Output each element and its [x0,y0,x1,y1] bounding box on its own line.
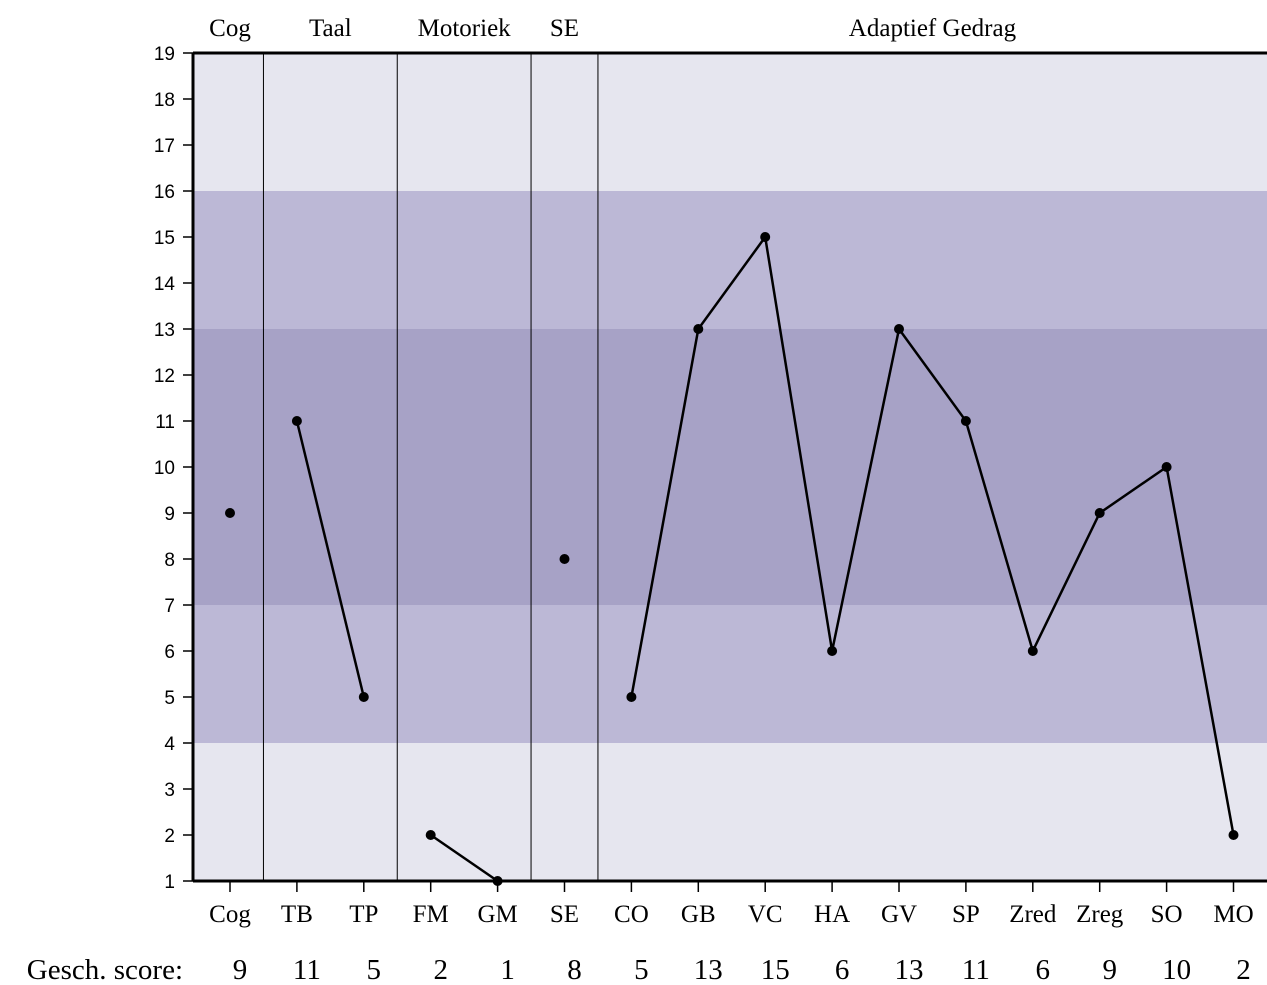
y-tick-label-14: 14 [154,274,176,295]
y-tick-label-17: 17 [154,136,175,157]
x-tick-label-GB: GB [681,901,716,928]
score-value-TP: 5 [367,954,382,985]
point-TB [291,416,302,426]
series-line-2 [429,833,499,883]
point-Cog [225,508,235,518]
score-bands [193,53,1267,881]
score-row-label: Gesch. score: [27,954,183,985]
x-tick-label-FM: FM [413,901,449,928]
y-tick-label-19: 19 [154,44,175,65]
point-GV [894,324,904,334]
band-1 [193,605,1267,743]
score-value-FM: 2 [433,954,448,985]
point-CO [626,692,637,702]
y-tick-label-8: 8 [164,550,175,571]
score-value-VC: 15 [761,954,790,985]
y-tick-label-6: 6 [164,642,175,663]
point-MO [1228,830,1239,840]
band-0 [193,743,1267,881]
y-tick-label-9: 9 [164,504,175,525]
score-value-CO: 5 [634,954,649,985]
domain-header-2: Motoriek [418,15,512,42]
band-4 [193,53,1267,191]
x-tick-label-TP: TP [349,901,378,928]
domain-headers: Cog Taal Motoriek SE Adaptief Gedrag [209,15,1016,42]
axes [183,51,1267,892]
x-tick-label-Cog: Cog [209,901,251,928]
y-tick-label-1: 1 [164,872,175,893]
y-tick-label-7: 7 [164,596,175,617]
point-HA [827,646,838,656]
score-value-HA: 6 [835,954,850,985]
score-value-GV: 13 [895,954,924,985]
x-tick-label-Zreg: Zreg [1076,901,1124,928]
point-Zreg [1094,508,1105,518]
y-tick-label-3: 3 [164,780,175,801]
x-tick-label-Zred: Zred [1009,901,1057,928]
domain-header-1: Taal [309,15,352,42]
domain-header-4: Adaptief Gedrag [849,15,1017,42]
y-tick-label-10: 10 [154,458,175,479]
y-tick-label-18: 18 [154,90,175,111]
x-tick-label-VC: VC [748,901,783,928]
band-3 [193,191,1267,329]
point-VC [760,232,771,242]
point-SO [1161,462,1172,472]
y-tick-label-16: 16 [154,182,175,203]
x-tick-label-MO: MO [1213,901,1253,928]
y-tick-label-13: 13 [154,320,175,341]
score-value-GB: 13 [694,954,723,985]
y-tick-label-11: 11 [155,412,175,433]
y-tick-label-15: 15 [154,228,175,249]
x-tick-label-TB: TB [281,901,313,928]
score-value-GM: 1 [500,954,515,985]
x-tick-label-HA: HA [814,901,850,928]
domain-header-3: SE [550,15,579,42]
x-tick-label-GV: GV [881,901,917,928]
score-value-Zreg: 9 [1102,954,1117,985]
point-Zred [1027,646,1038,656]
point-GB [693,324,704,334]
series-line-4 [630,233,1235,836]
score-row: Gesch. score: 9 11 5 2 1 8 5 13 15 6 13 11 6 9 10 2 [27,954,1251,985]
x-tick-labels: Cog TB TP FM GM SE CO GB VC HA GV SP Zred Zreg SO MO [209,901,1253,928]
y-tick-label-2: 2 [164,826,175,847]
point-FM [425,830,436,840]
x-tick-label-SO: SO [1151,901,1183,928]
y-tick-label-12: 12 [154,366,175,387]
x-tick-label-GM: GM [477,901,517,928]
x-tick-label-CO: CO [614,901,649,928]
score-value-SE: 8 [567,954,582,985]
score-value-Cog: 9 [233,954,248,985]
score-value-SP: 11 [962,954,990,985]
point-TP [358,692,369,702]
x-tick-label-SE: SE [550,901,579,928]
score-value-MO: 2 [1236,954,1251,985]
point-SP [960,416,971,426]
series-line-1 [295,420,366,698]
y-tick-label-4: 4 [164,734,175,755]
y-tick-label-5: 5 [164,688,175,709]
score-value-TB: 11 [293,954,321,985]
domain-header-0: Cog [209,15,251,42]
score-value-SO: 10 [1162,954,1191,985]
score-value-Zred: 6 [1036,954,1051,985]
domain-dividers [262,53,599,881]
point-SE [559,554,570,564]
band-2 [193,329,1267,605]
x-tick-label-SP: SP [952,901,980,928]
